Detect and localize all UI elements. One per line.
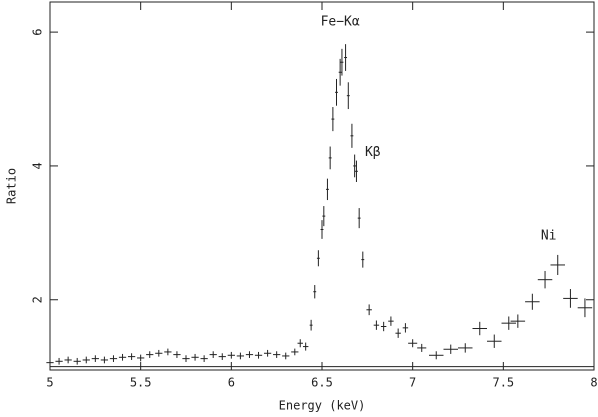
x-axis-title: Energy (keV) [279, 399, 366, 413]
x-tick-label: 6 [228, 376, 235, 390]
y-tick-label: 6 [31, 28, 45, 35]
x-tick-label: 7.5 [492, 376, 514, 390]
plot-frame [49, 1, 595, 371]
y-tick-label: 4 [31, 162, 45, 169]
annotation: Ni [541, 229, 557, 244]
x-tick-label: 5.5 [130, 376, 152, 390]
x-tick-label: 5 [46, 376, 53, 390]
y-tick-label: 2 [31, 296, 45, 303]
x-tick-label: 8 [590, 376, 597, 390]
annotation: Kβ [365, 145, 381, 160]
annotation: Fe−Kα [321, 15, 360, 30]
x-tick-label: 6.5 [311, 376, 333, 390]
y-axis-title: Ratio [5, 168, 19, 204]
x-tick-label: 7 [409, 376, 416, 390]
